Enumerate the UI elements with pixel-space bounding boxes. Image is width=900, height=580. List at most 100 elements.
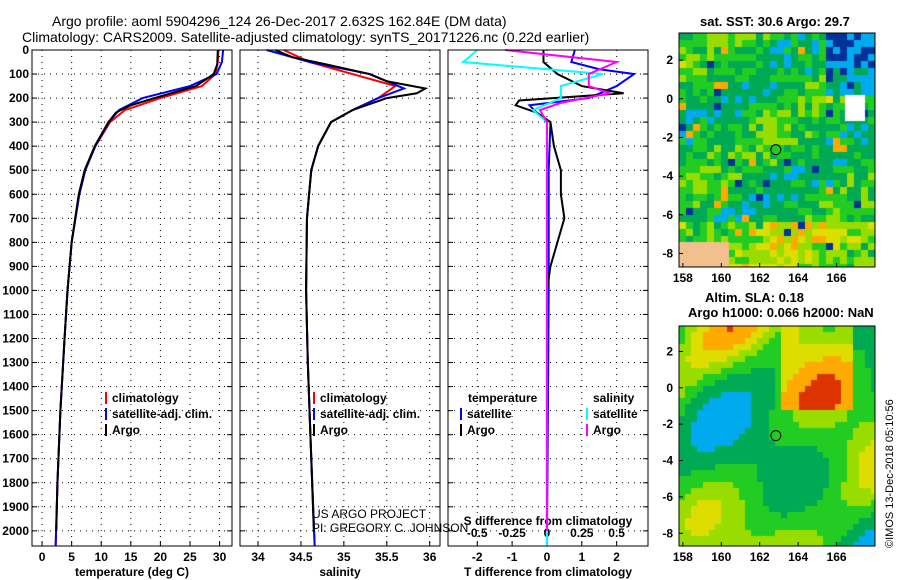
- x-tick-label: 1: [578, 550, 585, 564]
- y-tick-label: 200: [9, 91, 29, 105]
- x-tick-label: 15: [124, 550, 138, 564]
- y-tick-label: 2: [666, 344, 673, 358]
- argo-float-marker: [770, 430, 782, 442]
- x-tick-label: 0: [544, 550, 551, 564]
- x-tick-label: 5: [68, 550, 75, 564]
- legend-label: Argo: [112, 423, 140, 437]
- s-diff-axis-label: S difference from climatology: [464, 514, 633, 528]
- x-tick-label: 35: [337, 550, 351, 564]
- s-diff-tick-label: 0.5: [608, 526, 625, 540]
- y-tick-label: 0: [22, 43, 29, 57]
- y-tick-label: -2: [662, 130, 673, 144]
- figure-title-line1: Argo profile: aoml 5904296_124 26-Dec-20…: [52, 13, 507, 29]
- y-tick-label: 2: [666, 53, 673, 67]
- y-tick-label: 1700: [2, 452, 29, 466]
- y-tick-label: 600: [9, 187, 29, 201]
- map-frame: [678, 325, 876, 547]
- series-argo: [274, 49, 429, 531]
- x-tick-label: 2: [613, 550, 620, 564]
- x-tick-label: 25: [183, 550, 197, 564]
- series-t-satellite: [527, 49, 637, 547]
- x-axis-label: temperature (deg C): [75, 565, 189, 579]
- legend-title-salinity: salinity: [593, 391, 635, 405]
- sla-map-subtitle: Argo h1000: 0.066 h2000: NaN: [688, 305, 874, 320]
- y-tick-label: 1100: [3, 307, 29, 321]
- series-argo: [55, 49, 219, 531]
- sla-map-title: Altim. SLA: 0.18: [705, 290, 804, 305]
- y-tick-label: 800: [9, 235, 29, 249]
- argo-float-marker: [770, 144, 782, 156]
- legend-label: satellite-adj. clim.: [112, 407, 212, 421]
- y-tick-label: 700: [9, 211, 29, 225]
- x-tick-label: 34.5: [289, 550, 313, 564]
- y-tick-label: 1300: [2, 356, 29, 370]
- y-tick-label: -8: [662, 246, 673, 260]
- profile-panel-2: 34 34.5 35 35.5 36 salinity climatology satelli…: [239, 49, 441, 579]
- series-s-satellite: [460, 49, 603, 546]
- y-tick-label: -6: [662, 490, 673, 504]
- x-tick-label: 36: [423, 550, 437, 564]
- legend-label: Argo: [467, 423, 495, 437]
- x-tick-label: -1: [507, 550, 518, 564]
- y-tick-label: -8: [662, 526, 673, 540]
- x-tick-label: 164: [788, 271, 808, 285]
- x-tick-label: 162: [750, 271, 770, 285]
- y-tick-label: 1000: [2, 283, 29, 297]
- plot-frame: [31, 49, 233, 547]
- credit-project: US ARGO PROJECT: [312, 507, 427, 521]
- x-tick-label: 166: [827, 550, 847, 564]
- y-tick-label: 300: [9, 115, 29, 129]
- x-tick-label: 35.5: [375, 550, 399, 564]
- x-tick-label: -2: [472, 550, 483, 564]
- legend-label: Argo: [593, 423, 621, 437]
- y-tick-label: 1800: [2, 476, 29, 490]
- map-frame: [678, 32, 876, 268]
- series-s-argo: [505, 49, 621, 531]
- y-tick-label: -6: [662, 208, 673, 222]
- y-tick-label: 0: [666, 381, 673, 395]
- legend-label: climatology: [112, 391, 179, 405]
- x-axis-label: salinity: [319, 565, 361, 579]
- x-tick-label: 160: [711, 550, 731, 564]
- x-tick-label: 0: [39, 550, 46, 564]
- legend-label: satellite: [593, 407, 638, 421]
- profile-panel-1: 0100200300400500600700800900100011001200…: [2, 43, 233, 579]
- x-tick-label: 10: [95, 550, 109, 564]
- legend-label: Argo: [320, 423, 348, 437]
- plot-frame: [447, 49, 649, 547]
- x-tick-label: 166: [827, 271, 847, 285]
- y-tick-label: 900: [9, 259, 29, 273]
- y-tick-label: 1500: [2, 404, 29, 418]
- y-tick-label: 1900: [2, 500, 29, 514]
- x-axis-label: T difference from climatology: [464, 565, 632, 579]
- y-tick-label: -4: [662, 454, 673, 468]
- y-tick-label: 1200: [2, 332, 29, 346]
- y-tick-label: 0: [666, 92, 673, 106]
- x-tick-label: 158: [673, 271, 693, 285]
- figure-title-line2: Climatology: CARS2009. Satellite-adjuste…: [22, 29, 590, 45]
- y-tick-label: 1600: [2, 428, 29, 442]
- legend-title-temperature: temperature: [468, 391, 538, 405]
- profile-panel-3: -2 -1 0 1 2-0.5 -0.25 0 0.25 0.5S difference fro…: [447, 49, 649, 579]
- x-tick-label: 34: [251, 550, 265, 564]
- x-tick-label: 162: [750, 550, 770, 564]
- y-tick-label: -4: [662, 169, 673, 183]
- y-tick-label: 100: [9, 67, 29, 81]
- legend-label: satellite-adj. clim.: [320, 407, 420, 421]
- y-tick-label: 2000: [2, 524, 29, 538]
- legend-label: climatology: [320, 391, 387, 405]
- x-tick-label: 20: [154, 550, 168, 564]
- plot-frame: [239, 49, 441, 547]
- map-axes-4: 158 160 162 164 166 2 0 -2 -4 -6 -8: [662, 325, 876, 564]
- y-tick-label: -2: [662, 417, 673, 431]
- x-tick-label: 30: [213, 550, 227, 564]
- s-diff-tick-label: -0.25: [498, 526, 526, 540]
- y-tick-label: 500: [9, 163, 29, 177]
- x-tick-label: 158: [673, 550, 693, 564]
- y-tick-label: 400: [9, 139, 29, 153]
- legend-label: satellite: [467, 407, 512, 421]
- y-tick-label: 1400: [2, 380, 29, 394]
- s-diff-tick-label: 0.25: [570, 526, 594, 540]
